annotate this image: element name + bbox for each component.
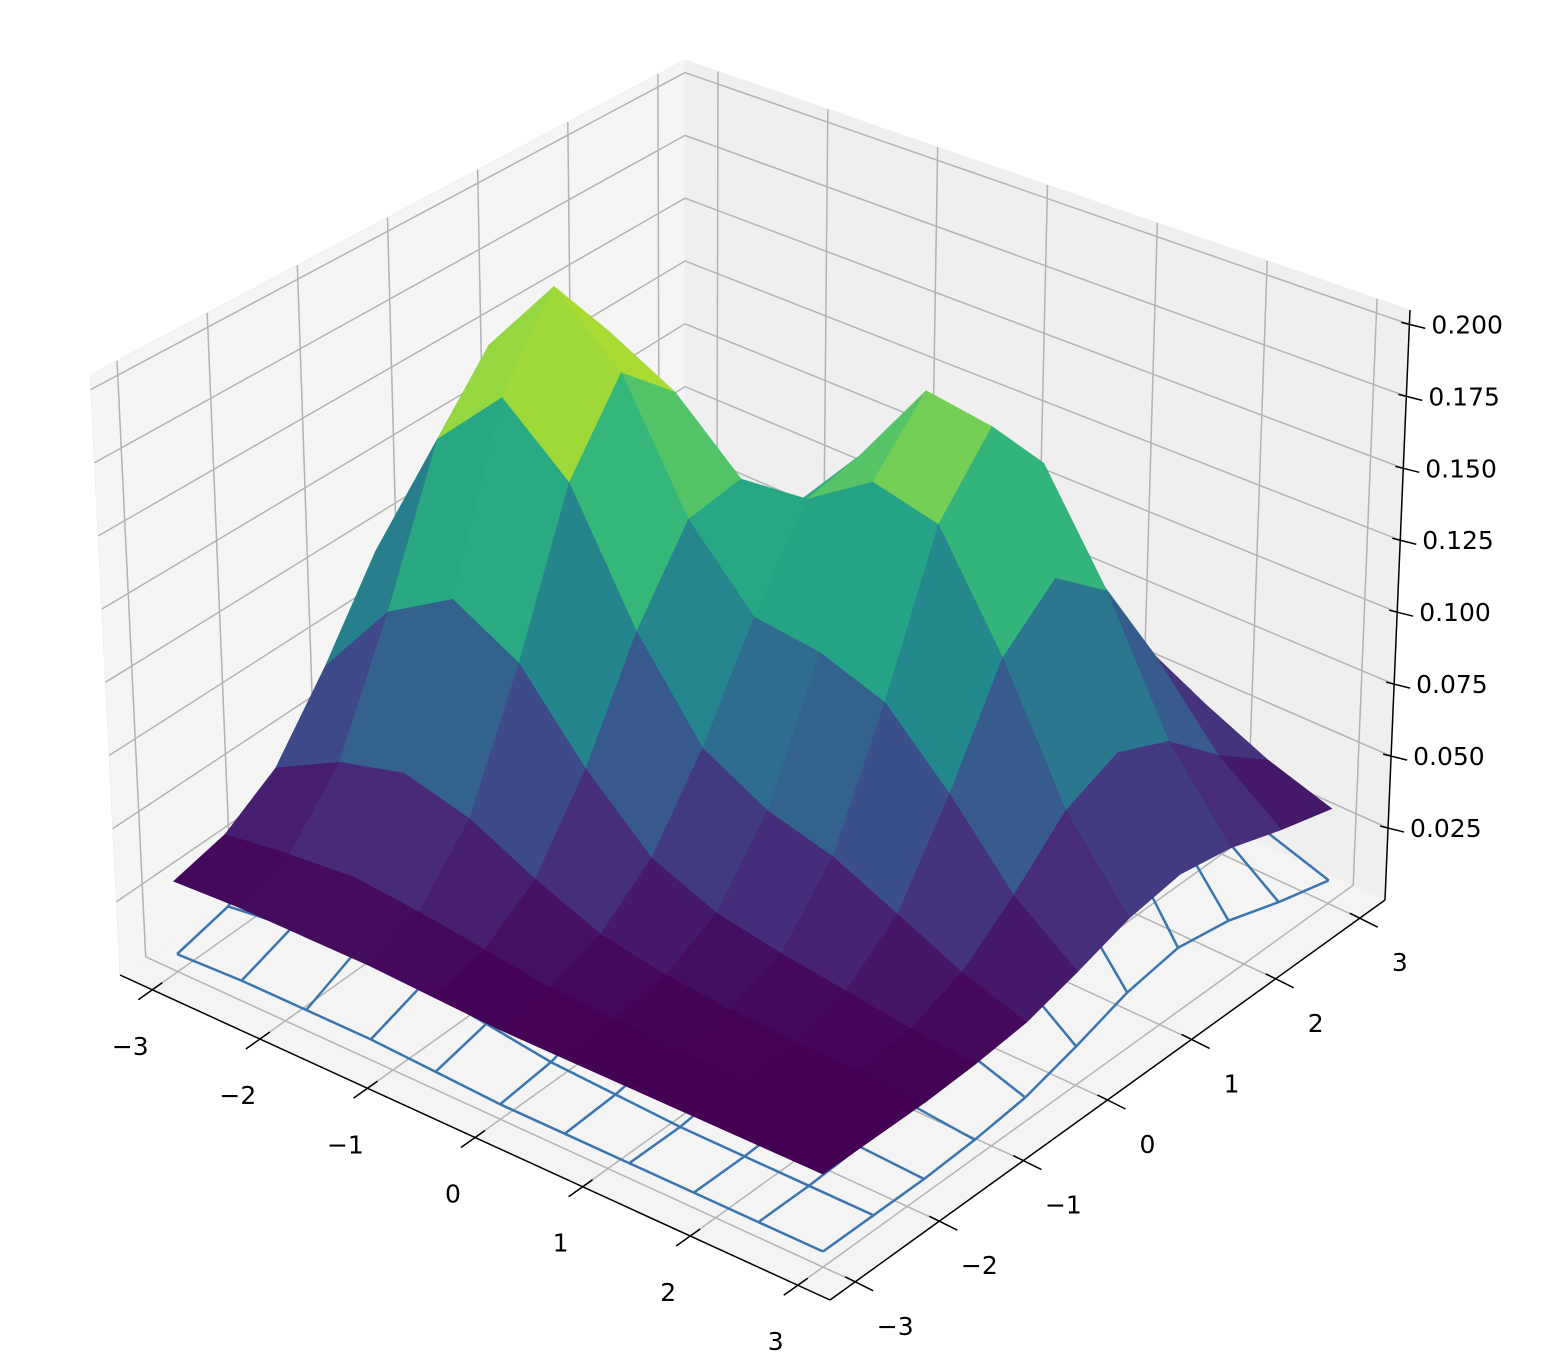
y-tick xyxy=(1349,912,1379,928)
z-tick-label: 0.100 xyxy=(1419,598,1491,627)
x-tick-label: 0 xyxy=(445,1180,461,1209)
z-tick-label: 0.175 xyxy=(1428,382,1500,411)
z-tick xyxy=(1392,537,1417,545)
z-tick xyxy=(1395,465,1420,474)
x-tick-label: 3 xyxy=(768,1327,784,1356)
x-tick-label: 2 xyxy=(660,1278,676,1307)
x-tick xyxy=(783,1277,809,1296)
y-tick xyxy=(1097,1094,1126,1110)
grid-line xyxy=(90,71,686,391)
grid-line xyxy=(1352,298,1378,886)
y-tick xyxy=(1013,1154,1042,1171)
y-tick-label: −2 xyxy=(961,1251,998,1280)
y-tick xyxy=(928,1215,958,1231)
x-tick-label: 1 xyxy=(553,1229,569,1258)
grid-line xyxy=(1246,260,1268,837)
grid-line xyxy=(145,956,856,1283)
grid-line xyxy=(206,312,233,897)
y-tick-label: −1 xyxy=(1045,1191,1082,1220)
y-tick-label: −3 xyxy=(877,1312,914,1341)
y-tick-label: 0 xyxy=(1140,1130,1156,1159)
x-tick xyxy=(675,1228,701,1247)
x-tick-label: −1 xyxy=(327,1130,364,1159)
y-tick xyxy=(844,1276,874,1292)
z-tick-label: 0.125 xyxy=(1422,526,1494,555)
y-tick xyxy=(1181,1033,1210,1050)
surface-patch xyxy=(757,1108,875,1175)
z-tick-label: 0.075 xyxy=(1416,670,1488,699)
wireframe-line xyxy=(176,952,824,1253)
z-tick-label: 0.025 xyxy=(1410,814,1482,843)
z-tick xyxy=(1379,825,1405,833)
y-tick xyxy=(1265,973,1295,989)
x-tick-label: −3 xyxy=(112,1032,149,1061)
z-tick-label: 0.050 xyxy=(1413,742,1485,771)
x-tick xyxy=(460,1129,486,1149)
x-tick xyxy=(137,982,163,1001)
z-tick xyxy=(1382,753,1408,761)
grid-line xyxy=(684,71,1410,326)
z-axis-line xyxy=(1384,309,1411,901)
x-tick-label: −2 xyxy=(219,1081,256,1110)
grid-line xyxy=(684,260,1401,541)
y-tick-label: 2 xyxy=(1308,1009,1324,1038)
z-tick xyxy=(1389,609,1414,617)
grid-line xyxy=(97,197,686,537)
grid-line xyxy=(94,134,686,464)
z-tick xyxy=(1401,321,1426,330)
z-tick-label: 0.200 xyxy=(1431,310,1503,339)
x-tick xyxy=(352,1080,378,1099)
z-tick xyxy=(1385,681,1411,689)
z-tick xyxy=(1398,393,1423,402)
y-tick-label: 3 xyxy=(1392,948,1408,977)
grid-line xyxy=(684,197,1404,469)
grid-line xyxy=(116,360,147,957)
y-tick-label: 1 xyxy=(1224,1069,1240,1098)
x-tick xyxy=(245,1031,271,1050)
grid-line xyxy=(684,134,1407,398)
x-tick xyxy=(568,1179,594,1198)
z-tick-label: 0.150 xyxy=(1425,454,1497,483)
